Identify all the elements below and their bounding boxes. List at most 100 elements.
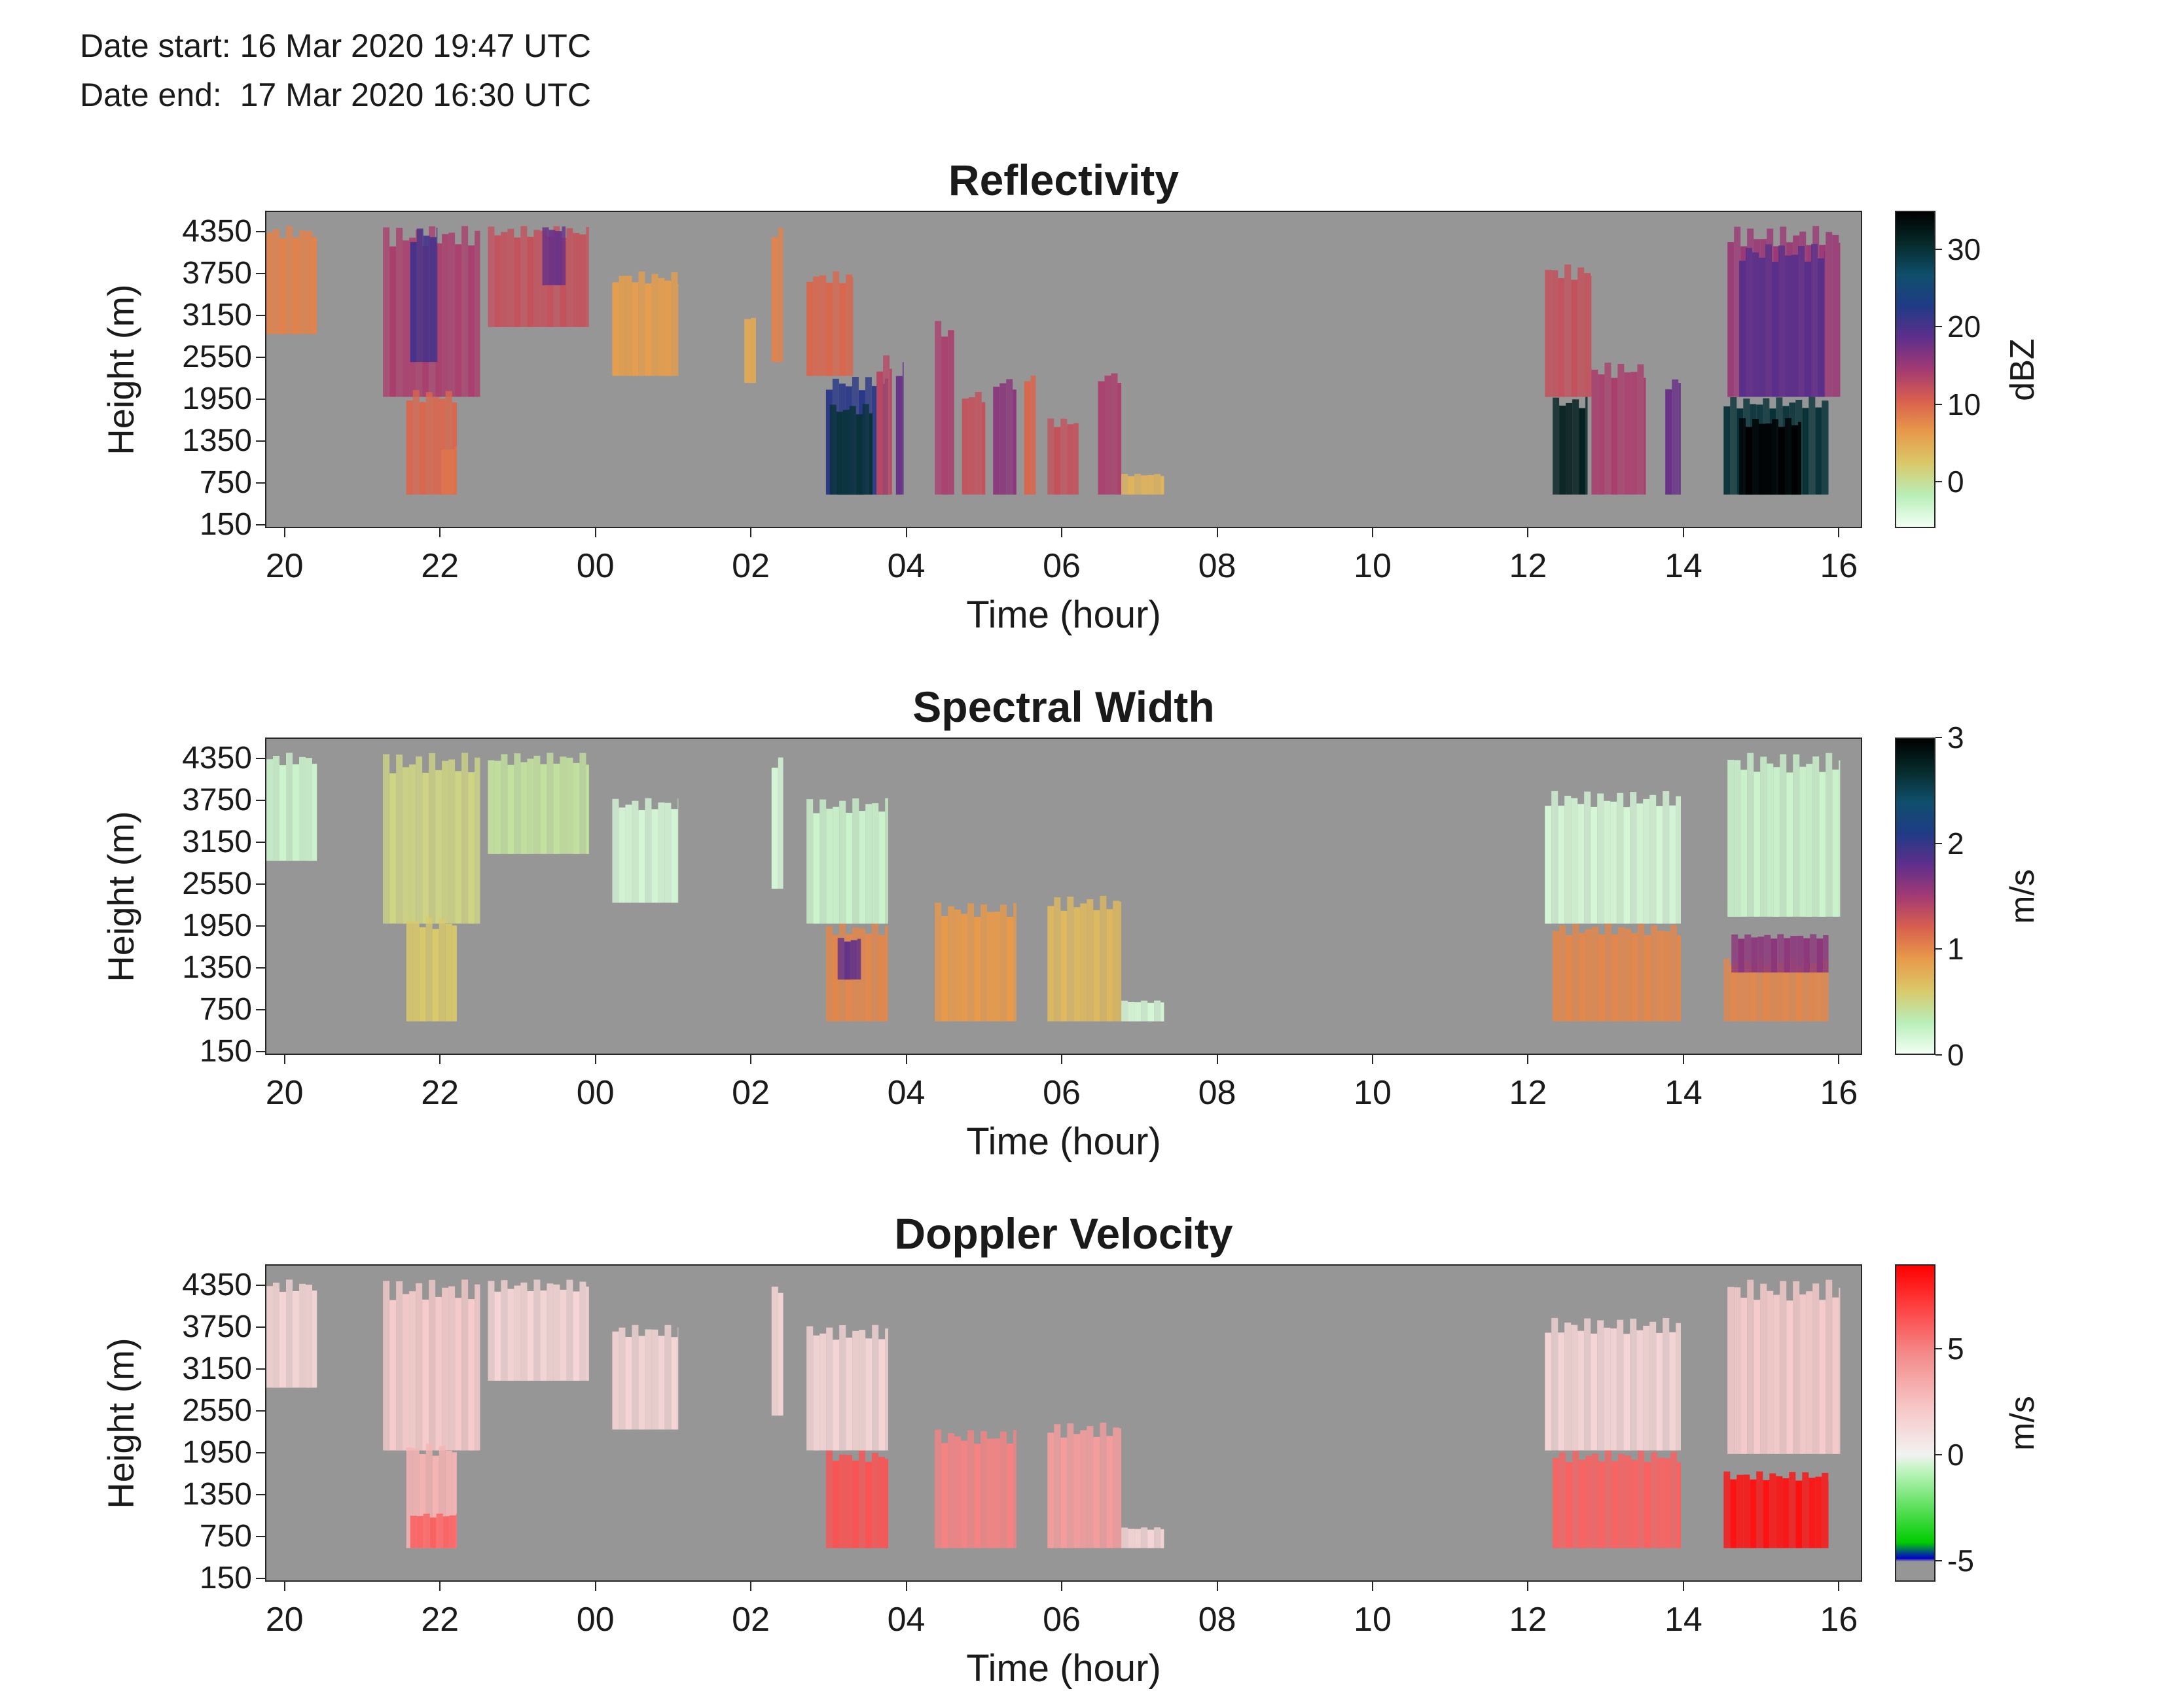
spectral-width-xtick-mark (283, 1055, 285, 1064)
spectral-width-cell (771, 757, 783, 889)
doppler-velocity-xtick-label: 04 (887, 1601, 926, 1639)
spectral-width-ytick-label: 3150 (182, 824, 252, 859)
date-end-label: Date end: 17 Mar 2020 16:30 UTC (80, 77, 592, 113)
spectral-width-ytick-mark (256, 967, 265, 969)
spectral-width-colorbar-tick-label: 0 (1947, 1038, 1964, 1072)
reflectivity-cell (542, 226, 566, 285)
doppler-velocity-xtick-mark (1216, 1582, 1218, 1591)
doppler-velocity-xtick-mark (1371, 1582, 1373, 1591)
reflectivity-colorbar-tick-mark (1935, 249, 1942, 251)
spectral-width-xtick-label: 06 (1043, 1074, 1081, 1112)
doppler-velocity-xtick-label: 14 (1664, 1601, 1702, 1639)
spectral-width-ytick-label: 1950 (182, 908, 252, 943)
doppler-velocity-cell (612, 1325, 679, 1430)
reflectivity-ytick-label: 1950 (182, 381, 252, 416)
reflectivity-colorbar-tick-label: 20 (1947, 310, 1981, 344)
spectral-width-colorbar-tick-label: 1 (1947, 932, 1964, 967)
reflectivity-cell (441, 446, 457, 495)
doppler-velocity-colorbar-tick-mark (1935, 1454, 1942, 1455)
spectral-width-cell (383, 753, 480, 924)
spectral-width-xlabel: Time (hour) (966, 1120, 1161, 1163)
spectral-width-xtick-label: 00 (576, 1074, 615, 1112)
spectral-width-ytick-label: 3750 (182, 782, 252, 817)
doppler-velocity-ytick-label: 1950 (182, 1434, 252, 1470)
spectral-width-title: Spectral Width (912, 683, 1215, 731)
reflectivity-xtick-mark (283, 528, 285, 537)
spectral-width-ytick-label: 750 (199, 991, 252, 1027)
reflectivity-xtick-label: 16 (1820, 547, 1858, 585)
spectral-width-colorbar-tick-label: 3 (1947, 721, 1964, 755)
doppler-velocity-colorbar-label: m/s (2004, 1395, 2042, 1451)
spectral-width-heatmap (266, 753, 1841, 1022)
spectral-width-cell (612, 798, 679, 903)
reflectivity-ytick-mark (256, 314, 265, 316)
reflectivity-ytick-mark (256, 524, 265, 525)
reflectivity-xtick-mark (1061, 528, 1063, 537)
spectral-width-colorbar (1895, 738, 1935, 1055)
doppler-velocity-xtick-label: 12 (1509, 1601, 1547, 1639)
reflectivity-xtick-mark (1682, 528, 1684, 537)
doppler-velocity-cell (488, 1279, 589, 1381)
reflectivity-plot-area (265, 211, 1862, 528)
reflectivity-cell (744, 317, 756, 383)
spectral-width-colorbar-label: m/s (2004, 868, 2042, 924)
reflectivity-ytick-mark (256, 356, 265, 358)
reflectivity-ytick-label: 3150 (182, 297, 252, 332)
reflectivity-ytick-mark (256, 272, 265, 274)
doppler-velocity-colorbar-tick-label: 0 (1947, 1438, 1964, 1472)
reflectivity-ylabel: Height (m) (100, 283, 141, 455)
reflectivity-cell (1739, 418, 1801, 495)
reflectivity-xtick-mark (439, 528, 441, 537)
doppler-velocity-xtick-mark (1682, 1582, 1684, 1591)
spectral-width-colorbar-tick-mark (1935, 948, 1942, 950)
spectral-width-ytick-mark (256, 925, 265, 927)
reflectivity-cell (1024, 375, 1036, 495)
reflectivity-cell (1121, 474, 1164, 495)
spectral-width-cell (1121, 1000, 1164, 1022)
doppler-velocity-plot-area (265, 1264, 1862, 1582)
spectral-width-xtick-label: 14 (1664, 1074, 1702, 1112)
spectral-width-ytick-mark (256, 1008, 265, 1010)
reflectivity-xtick-label: 22 (421, 547, 459, 585)
doppler-velocity-xtick-label: 10 (1354, 1601, 1392, 1639)
reflectivity-colorbar-tick-label: 10 (1947, 387, 1981, 421)
spectral-width-cell (488, 753, 589, 854)
spectral-width-cell (1047, 895, 1122, 1022)
reflectivity-xtick-label: 08 (1198, 547, 1236, 585)
spectral-width-xtick-label: 02 (732, 1074, 770, 1112)
doppler-velocity-xtick-label: 22 (421, 1601, 459, 1639)
spectral-width-xtick-label: 08 (1198, 1074, 1236, 1112)
doppler-velocity-xtick-mark (905, 1582, 907, 1591)
spectral-width-xtick-mark (439, 1055, 441, 1064)
reflectivity-cell (935, 321, 954, 495)
reflectivity-cell (1739, 243, 1825, 397)
spectral-width-colorbar-tick-mark (1935, 1054, 1942, 1056)
reflectivity-cell (1047, 418, 1079, 495)
reflectivity-xtick-label: 02 (732, 547, 770, 585)
doppler-velocity-ytick-label: 1350 (182, 1476, 252, 1512)
spectral-width-cell (266, 753, 317, 861)
doppler-velocity-xtick-mark (439, 1582, 441, 1591)
spectral-width-colorbar-tick-mark (1935, 737, 1942, 738)
reflectivity-colorbar-tick-mark (1935, 403, 1942, 405)
reflectivity-colorbar-label: dBZ (2004, 338, 2042, 401)
reflectivity-xtick-mark (1216, 528, 1218, 537)
reflectivity-cell (962, 392, 986, 495)
reflectivity-xtick-label: 10 (1354, 547, 1392, 585)
doppler-velocity-colorbar-tick-mark (1935, 1348, 1942, 1350)
spectral-width-xtick-mark (750, 1055, 752, 1064)
reflectivity-ytick-label: 750 (199, 465, 252, 500)
spectral-width-ytick-label: 150 (199, 1033, 252, 1069)
doppler-velocity-ytick-mark (256, 1493, 265, 1495)
spectral-width-cell (837, 938, 861, 980)
doppler-velocity-xtick-label: 06 (1043, 1601, 1081, 1639)
reflectivity-title: Reflectivity (948, 156, 1179, 204)
reflectivity-xtick-label: 04 (887, 547, 926, 585)
spectral-width-cell (1723, 958, 1829, 1022)
doppler-velocity-xtick-label: 08 (1198, 1601, 1236, 1639)
reflectivity-ytick-mark (256, 440, 265, 442)
doppler-velocity-xtick-label: 00 (576, 1601, 615, 1639)
doppler-velocity-xtick-mark (1527, 1582, 1529, 1591)
doppler-velocity-ytick-label: 2550 (182, 1393, 252, 1428)
spectral-width-cell (406, 917, 457, 1022)
